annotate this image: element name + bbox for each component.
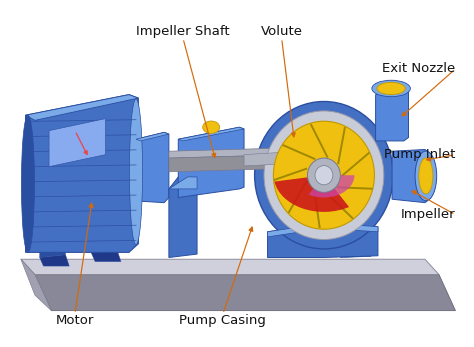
Polygon shape bbox=[91, 237, 117, 253]
Text: Impeller Shaft: Impeller Shaft bbox=[136, 25, 230, 38]
Polygon shape bbox=[136, 132, 169, 141]
Polygon shape bbox=[392, 150, 427, 203]
Ellipse shape bbox=[419, 158, 433, 194]
Ellipse shape bbox=[372, 80, 410, 97]
Polygon shape bbox=[375, 90, 409, 141]
Text: Pump Casing: Pump Casing bbox=[180, 314, 266, 327]
Ellipse shape bbox=[315, 166, 333, 185]
Polygon shape bbox=[35, 274, 456, 311]
Polygon shape bbox=[26, 95, 138, 120]
Polygon shape bbox=[244, 152, 284, 166]
Polygon shape bbox=[169, 177, 197, 257]
Text: Impeller: Impeller bbox=[401, 208, 456, 221]
Wedge shape bbox=[309, 175, 355, 197]
Ellipse shape bbox=[129, 99, 143, 245]
Ellipse shape bbox=[273, 121, 374, 229]
Text: Motor: Motor bbox=[56, 314, 94, 327]
Wedge shape bbox=[274, 175, 349, 212]
Circle shape bbox=[203, 121, 219, 133]
Polygon shape bbox=[40, 255, 69, 266]
Ellipse shape bbox=[308, 158, 340, 192]
Ellipse shape bbox=[255, 102, 393, 249]
Polygon shape bbox=[277, 247, 308, 257]
Polygon shape bbox=[267, 223, 378, 257]
Polygon shape bbox=[340, 247, 371, 257]
Ellipse shape bbox=[415, 151, 437, 201]
Text: Volute: Volute bbox=[261, 25, 302, 38]
Polygon shape bbox=[21, 259, 51, 311]
Polygon shape bbox=[169, 177, 197, 189]
Polygon shape bbox=[178, 127, 244, 141]
Polygon shape bbox=[21, 259, 439, 274]
Ellipse shape bbox=[377, 82, 405, 95]
Ellipse shape bbox=[264, 111, 384, 239]
Polygon shape bbox=[26, 95, 138, 252]
Polygon shape bbox=[178, 127, 244, 197]
Polygon shape bbox=[91, 250, 121, 262]
Polygon shape bbox=[267, 223, 378, 237]
Polygon shape bbox=[136, 132, 169, 203]
Text: Exit Nozzle: Exit Nozzle bbox=[382, 62, 456, 75]
Polygon shape bbox=[40, 241, 65, 257]
Polygon shape bbox=[49, 119, 105, 167]
Polygon shape bbox=[169, 155, 293, 172]
Ellipse shape bbox=[21, 115, 35, 252]
Text: Pump Inlet: Pump Inlet bbox=[384, 148, 456, 161]
Polygon shape bbox=[169, 148, 293, 158]
